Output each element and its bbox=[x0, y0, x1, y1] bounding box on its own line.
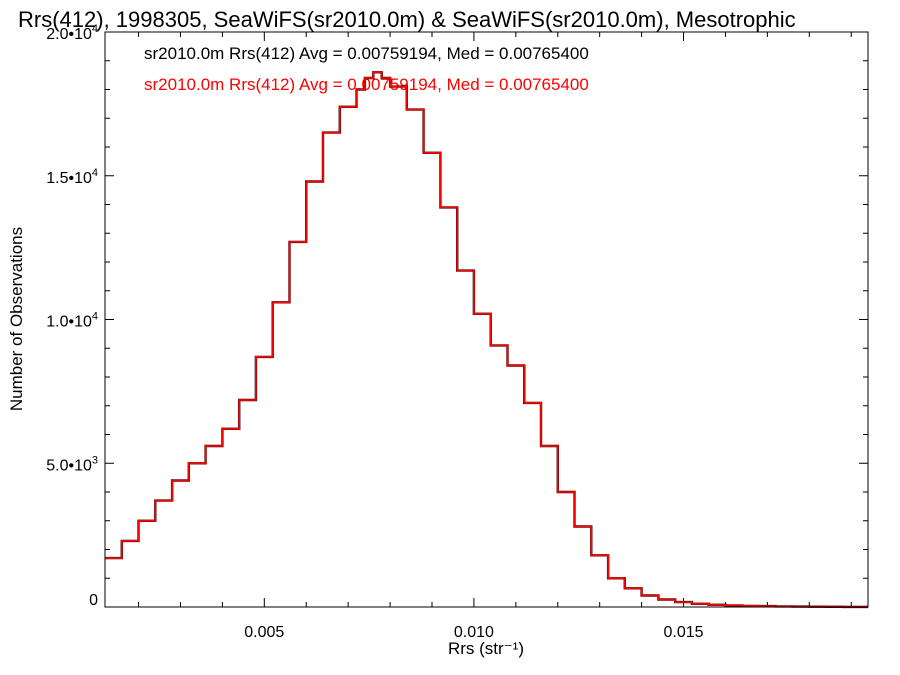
y-tick-label-exponent: 4 bbox=[92, 23, 98, 35]
y-tick-label-base: 0 bbox=[89, 592, 98, 609]
y-tick-label-exponent: 4 bbox=[92, 167, 98, 179]
x-tick-label: 0.005 bbox=[244, 624, 284, 641]
y-tick-label: 2.0•104 bbox=[46, 23, 98, 43]
x-axis-label: Rrs (str⁻¹) bbox=[448, 639, 524, 658]
y-tick-label: 1.0•104 bbox=[46, 311, 98, 331]
y-tick-label-exponent: 3 bbox=[92, 454, 98, 466]
series-red-step-line bbox=[105, 71, 868, 608]
y-tick-label-base: 1.0•10 bbox=[46, 314, 92, 331]
y-tick-label-base: 1.5•10 bbox=[46, 170, 92, 187]
annotation-red: sr2010.0m Rrs(412) Avg = 0.00759194, Med… bbox=[144, 75, 589, 94]
y-tick-label-exponent: 4 bbox=[92, 311, 98, 323]
chart-title: Rrs(412), 1998305, SeaWiFS(sr2010.0m) & … bbox=[18, 7, 796, 32]
y-tick-label: 0 bbox=[89, 592, 98, 609]
y-tick-label: 5.0•103 bbox=[46, 454, 98, 474]
annotation-black: sr2010.0m Rrs(412) Avg = 0.00759194, Med… bbox=[144, 44, 589, 63]
y-tick-label: 1.5•104 bbox=[46, 167, 98, 187]
x-tick-label: 0.015 bbox=[664, 624, 704, 641]
plot-frame bbox=[104, 31, 869, 608]
x-tick-label: 0.010 bbox=[454, 624, 494, 641]
y-axis-label: Number of Observations bbox=[7, 227, 26, 411]
series-black-step-line bbox=[105, 71, 868, 609]
y-tick-label-base: 5.0•10 bbox=[46, 457, 92, 474]
y-tick-label-base: 2.0•10 bbox=[46, 26, 92, 43]
